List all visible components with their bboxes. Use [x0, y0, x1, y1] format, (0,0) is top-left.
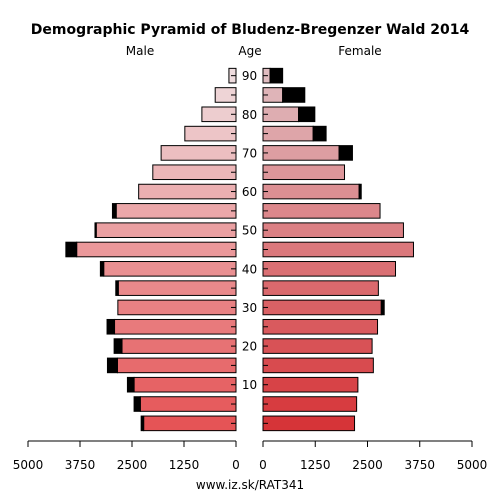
female-bar-5-9 — [262, 396, 358, 412]
age-tick-label-60: 60 — [242, 185, 257, 199]
female-excess-bar-90-94 — [269, 67, 284, 84]
male-bar-5-9 — [139, 396, 237, 412]
male-excess-bar-40-44 — [99, 261, 105, 277]
male-excess-bar-20-24 — [113, 338, 123, 354]
male-excess-bar-15-19 — [106, 357, 118, 374]
male-bar-65-69 — [152, 164, 237, 181]
male-excess-bar-55-59 — [111, 203, 117, 219]
male-x-tick-label-1250: 1250 — [169, 458, 200, 472]
male-label: Male — [126, 44, 154, 58]
age-tick-label-20: 20 — [242, 340, 257, 354]
female-bar-65-69 — [262, 164, 346, 181]
female-excess-bar-75-79 — [312, 125, 327, 142]
female-x-tick-label-5000: 5000 — [457, 458, 488, 472]
male-x-tick-label-3750: 3750 — [65, 458, 96, 472]
female-excess-bar-30-34 — [380, 299, 385, 316]
female-excess-bar-80-84 — [298, 106, 316, 123]
male-bar-10-14 — [133, 376, 237, 393]
female-x-tick-label-1250: 1250 — [300, 458, 331, 472]
female-bar-0-4 — [262, 415, 356, 432]
male-bar-35-39 — [117, 280, 237, 296]
male-excess-bar-45-49 — [65, 241, 78, 258]
female-bar-30-34 — [262, 299, 382, 316]
age-tick-label-40: 40 — [242, 262, 257, 276]
male-excess-bar-5-9 — [133, 396, 141, 412]
male-excess-bar-0-4 — [140, 415, 145, 432]
age-tick-label-50: 50 — [242, 224, 257, 238]
chart-title: Demographic Pyramid of Bludenz-Bregenzer… — [31, 22, 470, 38]
female-bar-35-39 — [262, 280, 379, 296]
female-excess-bar-70-74 — [338, 145, 353, 161]
female-bar-10-14 — [262, 376, 359, 393]
age-tick-label-10: 10 — [242, 378, 257, 392]
male-x-tick-label-0: 0 — [232, 458, 240, 472]
age-tick-label-30: 30 — [242, 301, 257, 315]
male-bar-55-59 — [115, 203, 237, 219]
female-bar-70-74 — [262, 145, 340, 161]
female-x-tick-label-3750: 3750 — [404, 458, 435, 472]
age-label: Age — [238, 44, 261, 58]
female-x-tick-label-2500: 2500 — [352, 458, 383, 472]
male-excess-bar-50-54 — [94, 222, 97, 238]
male-excess-bar-10-14 — [126, 376, 135, 393]
age-tick-label-80: 80 — [242, 108, 257, 122]
male-x-tick-label-5000: 5000 — [13, 458, 44, 472]
female-bar-45-49 — [262, 241, 414, 258]
male-bar-15-19 — [116, 357, 237, 374]
male-bar-0-4 — [143, 415, 237, 432]
female-x-tick-label-0: 0 — [259, 458, 267, 472]
female-bar-25-29 — [262, 318, 379, 335]
female-bar-20-24 — [262, 338, 373, 354]
female-bar-50-54 — [262, 222, 404, 238]
male-bar-40-44 — [103, 261, 237, 277]
male-bar-45-49 — [76, 241, 237, 258]
male-bar-20-24 — [121, 338, 237, 354]
male-bar-25-29 — [114, 318, 237, 335]
footer-source: www.iz.sk/RAT341 — [196, 478, 304, 492]
male-excess-bar-35-39 — [115, 280, 119, 296]
bars-group — [65, 67, 414, 432]
male-bar-80-84 — [201, 106, 237, 123]
age-tick-label-70: 70 — [242, 146, 257, 160]
age-tick-label-90: 90 — [242, 69, 257, 83]
female-bar-55-59 — [262, 203, 381, 219]
male-bar-70-74 — [160, 145, 237, 161]
female-bar-80-84 — [262, 106, 300, 123]
female-bar-60-64 — [262, 183, 360, 200]
male-excess-bar-25-29 — [106, 318, 116, 335]
male-bar-50-54 — [95, 222, 237, 238]
male-bar-75-79 — [184, 125, 237, 142]
female-bar-40-44 — [262, 261, 397, 277]
female-bar-75-79 — [262, 125, 314, 142]
female-excess-bar-60-64 — [358, 183, 362, 200]
axes-group: 10 20 30 40 50 60 70 80 90 5000 3750 2500 1250 0 0 1250… — [13, 69, 488, 472]
male-bar-60-64 — [138, 183, 237, 200]
male-bar-30-34 — [117, 299, 237, 316]
male-x-tick-label-2500: 2500 — [117, 458, 148, 472]
female-label: Female — [338, 44, 381, 58]
female-excess-bar-85-89 — [282, 87, 306, 103]
female-bar-15-19 — [262, 357, 374, 374]
